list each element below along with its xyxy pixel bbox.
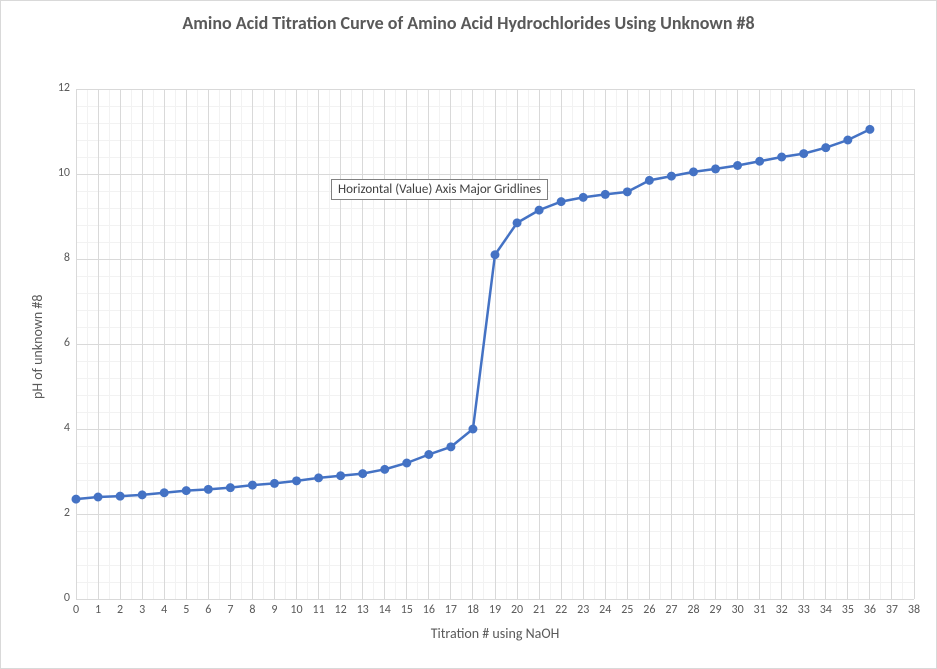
data-point — [336, 471, 345, 480]
x-tick-label: 0 — [64, 603, 88, 617]
x-tick-label: 38 — [902, 603, 926, 617]
x-tick-label: 7 — [218, 603, 242, 617]
data-point — [755, 157, 764, 166]
x-tick-label: 35 — [836, 603, 860, 617]
x-tick-label: 23 — [571, 603, 595, 617]
data-point — [358, 469, 367, 478]
x-tick-label: 14 — [373, 603, 397, 617]
x-tick-label: 5 — [174, 603, 198, 617]
x-tick-label: 13 — [351, 603, 375, 617]
data-point — [270, 479, 279, 488]
data-point — [138, 490, 147, 499]
data-layer — [76, 89, 914, 599]
x-tick-label: 33 — [792, 603, 816, 617]
data-point — [248, 481, 257, 490]
x-tick-label: 21 — [527, 603, 551, 617]
y-tick-label: 4 — [42, 421, 70, 435]
x-tick-label: 24 — [593, 603, 617, 617]
x-tick-label: 22 — [549, 603, 573, 617]
x-tick-label: 28 — [681, 603, 705, 617]
x-tick-label: 16 — [417, 603, 441, 617]
chart-frame: Amino Acid Titration Curve of Amino Acid… — [0, 0, 937, 669]
data-point — [226, 483, 235, 492]
x-tick-label: 29 — [704, 603, 728, 617]
data-point — [468, 425, 477, 434]
data-point — [821, 143, 830, 152]
y-tick-label: 2 — [42, 506, 70, 520]
data-point — [72, 495, 81, 504]
x-tick-label: 19 — [483, 603, 507, 617]
data-point — [204, 485, 213, 494]
data-point — [380, 465, 389, 474]
data-point — [446, 442, 455, 451]
x-tick-label: 32 — [770, 603, 794, 617]
data-point — [799, 149, 808, 158]
x-tick-label: 8 — [240, 603, 264, 617]
data-point — [314, 473, 323, 482]
x-tick-label: 1 — [86, 603, 110, 617]
x-tick-label: 9 — [262, 603, 286, 617]
data-point — [645, 176, 654, 185]
chart-title: Amino Acid Titration Curve of Amino Acid… — [1, 13, 936, 35]
data-point — [160, 488, 169, 497]
y-axis-label: pH of unknown #8 — [29, 295, 46, 399]
x-tick-label: 15 — [395, 603, 419, 617]
x-tick-label: 12 — [329, 603, 353, 617]
y-tick-label: 0 — [42, 591, 70, 605]
x-tick-label: 10 — [285, 603, 309, 617]
x-tick-label: 34 — [814, 603, 838, 617]
x-tick-label: 36 — [858, 603, 882, 617]
data-point — [535, 206, 544, 215]
data-point — [491, 250, 500, 259]
x-tick-label: 27 — [659, 603, 683, 617]
x-tick-label: 20 — [505, 603, 529, 617]
data-point — [513, 218, 522, 227]
data-point — [711, 164, 720, 173]
x-tick-label: 30 — [726, 603, 750, 617]
x-tick-label: 18 — [461, 603, 485, 617]
x-tick-label: 26 — [637, 603, 661, 617]
data-point — [94, 493, 103, 502]
y-tick-label: 10 — [42, 166, 70, 180]
data-point — [557, 197, 566, 206]
data-point — [667, 172, 676, 181]
y-tick-label: 12 — [42, 81, 70, 95]
data-point — [116, 492, 125, 501]
x-tick-label: 3 — [130, 603, 154, 617]
gridline-tooltip: Horizontal (Value) Axis Major Gridlines — [331, 179, 548, 200]
data-point — [623, 187, 632, 196]
x-tick-label: 25 — [615, 603, 639, 617]
data-point — [843, 136, 852, 145]
data-point — [402, 459, 411, 468]
x-tick-label: 31 — [748, 603, 772, 617]
data-point — [689, 167, 698, 176]
plot-area — [76, 89, 914, 599]
x-axis-label: Titration # using NaOH — [76, 625, 914, 642]
data-point — [579, 193, 588, 202]
x-tick-label: 6 — [196, 603, 220, 617]
y-tick-label: 6 — [42, 336, 70, 350]
data-point — [777, 153, 786, 162]
data-point — [292, 476, 301, 485]
x-tick-label: 11 — [307, 603, 331, 617]
data-point — [865, 125, 874, 134]
data-point — [601, 190, 610, 199]
data-point — [424, 450, 433, 459]
y-tick-label: 8 — [42, 251, 70, 265]
x-tick-label: 37 — [880, 603, 904, 617]
data-point — [182, 486, 191, 495]
x-tick-label: 17 — [439, 603, 463, 617]
x-tick-label: 4 — [152, 603, 176, 617]
data-point — [733, 161, 742, 170]
x-tick-label: 2 — [108, 603, 132, 617]
